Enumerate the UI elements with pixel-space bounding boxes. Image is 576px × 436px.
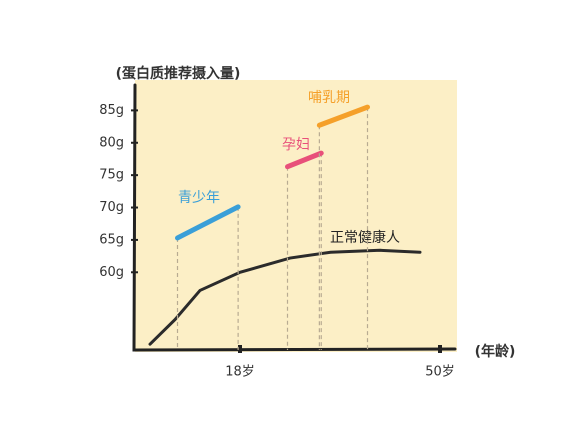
- series-line: [316, 104, 370, 128]
- y-tick-label: 85g: [99, 103, 124, 118]
- series-label: 孕妇: [282, 136, 310, 153]
- series-line: [148, 248, 422, 346]
- axes: [132, 83, 457, 352]
- plot-background: [135, 80, 457, 352]
- series-label: 青少年: [178, 190, 220, 206]
- x-tick-label: 50岁: [425, 365, 455, 380]
- y-tick-label: 65g: [99, 232, 124, 247]
- series-label: 正常健康人: [330, 229, 400, 246]
- y-tick-label: 80g: [99, 135, 124, 150]
- y-tick-label: 70g: [99, 200, 124, 215]
- y-tick-label: 60g: [99, 265, 124, 280]
- series-line: [175, 204, 241, 241]
- y-axis-label: (蛋白质推荐摄入量): [116, 65, 241, 82]
- x-tick-label: 18岁: [225, 365, 255, 380]
- series-label: 哺乳期: [308, 90, 350, 106]
- series-line: [285, 150, 324, 170]
- x-axis-label: (年龄): [475, 343, 516, 360]
- y-tick-label: 75g: [99, 168, 124, 183]
